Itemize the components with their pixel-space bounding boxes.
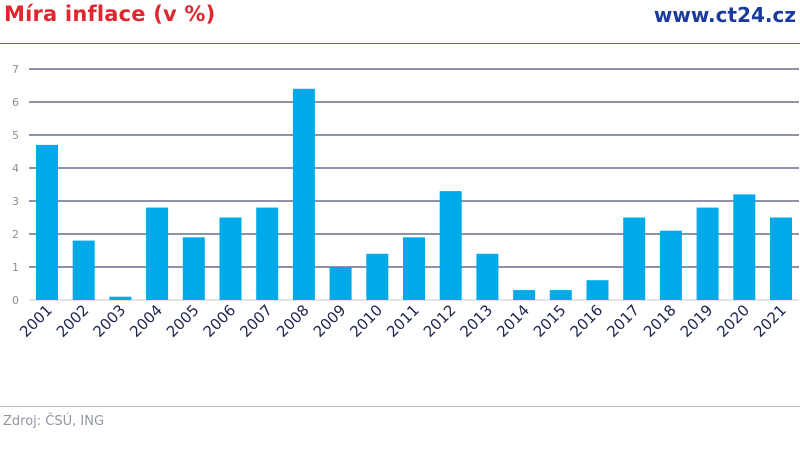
bar-2003[interactable] [109,296,132,300]
bar-2004[interactable] [146,207,169,300]
bar-2016[interactable] [586,280,609,300]
x-tick-label: 2014 [493,301,533,341]
x-tick-label: 2006 [200,301,240,341]
x-tick-label: 2007 [236,301,276,341]
bar-2015[interactable] [549,290,572,300]
y-tick-label: 3 [12,195,19,208]
y-tick-label: 2 [12,228,19,241]
bar-2012[interactable] [439,191,462,300]
y-tick-label: 6 [12,96,19,109]
x-tick-label: 2004 [126,301,166,341]
x-tick-label: 2020 [713,301,753,341]
bar-2008[interactable] [292,88,315,300]
bar-2017[interactable] [623,217,646,301]
bar-2010[interactable] [366,253,389,300]
bar-2011[interactable] [403,237,425,300]
bar-2009[interactable] [329,267,352,300]
y-tick-label: 4 [12,162,19,175]
y-tick-label: 0 [12,294,19,307]
bar-2006[interactable] [219,217,242,301]
bar-2018[interactable] [659,230,682,300]
x-tick-label: 2017 [603,301,643,341]
bar-2007[interactable] [256,207,279,300]
x-tick-label: 2019 [677,301,717,341]
bar-2005[interactable] [182,237,205,300]
x-tick-label: 2010 [346,301,386,341]
footer-divider [0,406,800,407]
x-tick-label: 2002 [53,301,93,341]
x-tick-label: 2001 [16,301,56,341]
brand-link[interactable]: www.ct24.cz [653,3,796,27]
source-note: Zdroj: ČSÚ, ING [3,414,105,429]
x-tick-label: 2008 [273,301,313,341]
bar-2001[interactable] [36,144,58,300]
y-tick-label: 5 [12,129,19,142]
x-tick-label: 2013 [456,301,496,341]
bar-2002[interactable] [72,240,95,300]
bar-2020[interactable] [733,194,756,300]
bar-2013[interactable] [476,253,499,300]
x-tick-label: 2015 [530,301,570,341]
x-tick-label: 2011 [383,301,423,341]
bar-2019[interactable] [696,207,719,300]
x-tick-label: 2016 [567,301,607,341]
x-tick-label: 2003 [89,301,129,341]
x-tick-label: 2012 [420,301,460,341]
x-tick-label: 2009 [310,301,350,341]
chart-title: Míra inflace (v %) [4,2,216,26]
y-tick-label: 1 [12,261,19,274]
bar-2014[interactable] [513,290,536,300]
header-divider [0,43,800,44]
bar-2021[interactable] [770,217,792,301]
x-tick-label: 2018 [640,301,680,341]
x-tick-label: 2005 [163,301,203,341]
x-tick-label: 2021 [750,301,790,341]
y-tick-label: 7 [12,63,19,76]
